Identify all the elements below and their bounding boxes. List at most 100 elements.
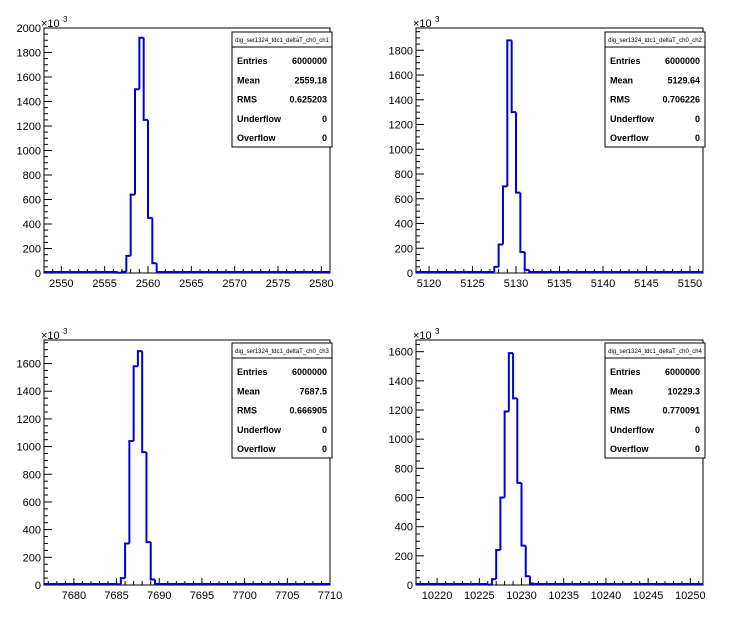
x-tick-label: 5150 — [678, 278, 702, 290]
stats-row-label: Mean — [610, 386, 633, 396]
histogram-bin — [493, 265, 499, 273]
stats-row-label: RMS — [610, 406, 630, 416]
x-tick-label: 2555 — [92, 278, 116, 290]
stats-row-value: 0.666905 — [289, 406, 327, 416]
stats-box: dig_ser1324_tdc1_deltaT_ch0_ch1 Entries 60… — [231, 31, 333, 148]
y-tick-label: 800 — [23, 469, 41, 481]
stats-row-label: Entries — [237, 56, 268, 66]
stats-row-value: 0 — [695, 133, 700, 143]
histogram-bin — [141, 351, 147, 454]
y-tick-label: 200 — [23, 244, 41, 256]
histogram-panel: 7680 7685 7690 7695 7700 7705 7710 0 200 400 600 80… — [17, 327, 343, 602]
stats-box: dig_ser1324_tdc1_deltaT_ch0_ch4 Entries 60… — [604, 342, 706, 459]
y-tick-label: 1000 — [17, 442, 41, 454]
stats-row-label: Underflow — [610, 425, 655, 435]
y-tick-label: 1600 — [17, 359, 41, 371]
y-exponent-label: ×10 — [413, 330, 432, 342]
y-tick-label: 600 — [395, 194, 413, 206]
histogram-bin — [145, 452, 151, 544]
stats-row-label: Mean — [610, 75, 633, 85]
x-tick-label: 5140 — [591, 278, 615, 290]
stats-box: dig_ser1324_tdc1_deltaT_ch0_ch2 Entries 60… — [604, 31, 706, 148]
histogram-bin — [490, 578, 497, 585]
y-exponent-power: 3 — [63, 327, 68, 336]
x-tick-label: 10225 — [464, 590, 495, 602]
x-tick-label: 10250 — [675, 590, 706, 602]
stats-row-label: RMS — [237, 406, 257, 416]
y-exponent-label: ×10 — [41, 330, 60, 342]
y-exponent-power: 3 — [435, 15, 440, 24]
stats-row-value: 6000000 — [292, 56, 327, 66]
histogram-bin — [149, 542, 155, 581]
histogram-bin — [506, 39, 512, 187]
x-tick-label: 10230 — [506, 590, 537, 602]
histogram-bin — [124, 542, 130, 579]
stats-row-label: Underflow — [237, 425, 282, 435]
stats-row-label: Entries — [237, 367, 268, 377]
stats-box-frame — [231, 31, 333, 148]
histogram-panel: 5120 5125 5130 5135 5140 5145 5150 0 200 400 600 80… — [389, 15, 706, 290]
stats-row-label: Overflow — [237, 133, 277, 143]
histogram-bin — [115, 583, 121, 586]
stats-row-value: 5129.64 — [667, 75, 700, 85]
y-tick-label: 1800 — [389, 45, 413, 57]
y-tick-label: 1000 — [389, 144, 413, 156]
y-tick-label: 400 — [395, 219, 413, 231]
y-tick-label: 0 — [35, 580, 41, 592]
stats-row-label: Overflow — [237, 444, 277, 454]
x-tick-label: 7690 — [147, 590, 171, 602]
histogram-bin — [501, 185, 508, 245]
y-tick-label: 1600 — [389, 347, 413, 359]
y-tick-label: 1400 — [389, 95, 413, 107]
x-tick-label: 2570 — [222, 278, 246, 290]
y-exponent-label: ×10 — [413, 18, 432, 30]
histogram-bin — [497, 243, 503, 267]
y-tick-label: 0 — [35, 268, 41, 280]
x-tick-label: 2565 — [179, 278, 203, 290]
histogram-bin — [515, 112, 521, 194]
y-tick-label: 1000 — [389, 434, 413, 446]
stats-row-value: 0 — [322, 425, 327, 435]
y-tick-label: 600 — [23, 497, 41, 509]
stats-row-label: Mean — [237, 386, 260, 396]
x-tick-label: 10245 — [633, 590, 664, 602]
y-tick-label: 800 — [395, 463, 413, 475]
y-tick-label: 1200 — [389, 120, 413, 132]
x-tick-label: 5135 — [547, 278, 571, 290]
stats-row-value: 0.625203 — [289, 95, 327, 105]
y-tick-label: 800 — [395, 169, 413, 181]
x-tick-label: 7685 — [104, 590, 128, 602]
y-exponent-power: 3 — [63, 15, 68, 24]
y-tick-label: 400 — [23, 219, 41, 231]
y-tick-label: 200 — [395, 243, 413, 255]
stats-row-value: 10229.3 — [667, 386, 700, 396]
histogram-bin — [519, 192, 525, 253]
histogram-bin — [528, 576, 535, 585]
x-tick-label: 2575 — [266, 278, 290, 290]
histogram-bin — [147, 119, 153, 219]
stats-title: dig_ser1324_tdc1_deltaT_ch0_ch2 — [608, 38, 702, 44]
y-tick-label: 0 — [407, 268, 413, 280]
x-tick-label: 10220 — [422, 590, 453, 602]
stats-row-value: 0 — [322, 114, 327, 124]
stats-title: dig_ser1324_tdc1_deltaT_ch0_ch4 — [608, 349, 702, 355]
stats-row-label: Underflow — [237, 114, 282, 124]
stats-row-value: 0 — [695, 425, 700, 435]
stats-row-label: RMS — [237, 95, 257, 105]
stats-row-value: 0.706226 — [662, 95, 700, 105]
histogram-bin — [510, 40, 517, 114]
histogram-bin — [142, 37, 148, 121]
histogram-bin — [523, 251, 530, 271]
stats-row-value: 0 — [695, 114, 700, 124]
y-exponent-power: 3 — [435, 327, 440, 336]
stats-row-label: RMS — [610, 95, 630, 105]
histogram-bin — [151, 217, 157, 265]
histogram-bin — [512, 353, 518, 400]
x-tick-label: 5120 — [417, 278, 441, 290]
histogram-bin — [503, 410, 509, 498]
stats-box-frame — [604, 31, 706, 148]
y-tick-label: 1200 — [17, 414, 41, 426]
x-tick-label: 2580 — [309, 278, 333, 290]
stats-row-value: 6000000 — [665, 56, 700, 66]
histogram-bin — [138, 36, 144, 90]
